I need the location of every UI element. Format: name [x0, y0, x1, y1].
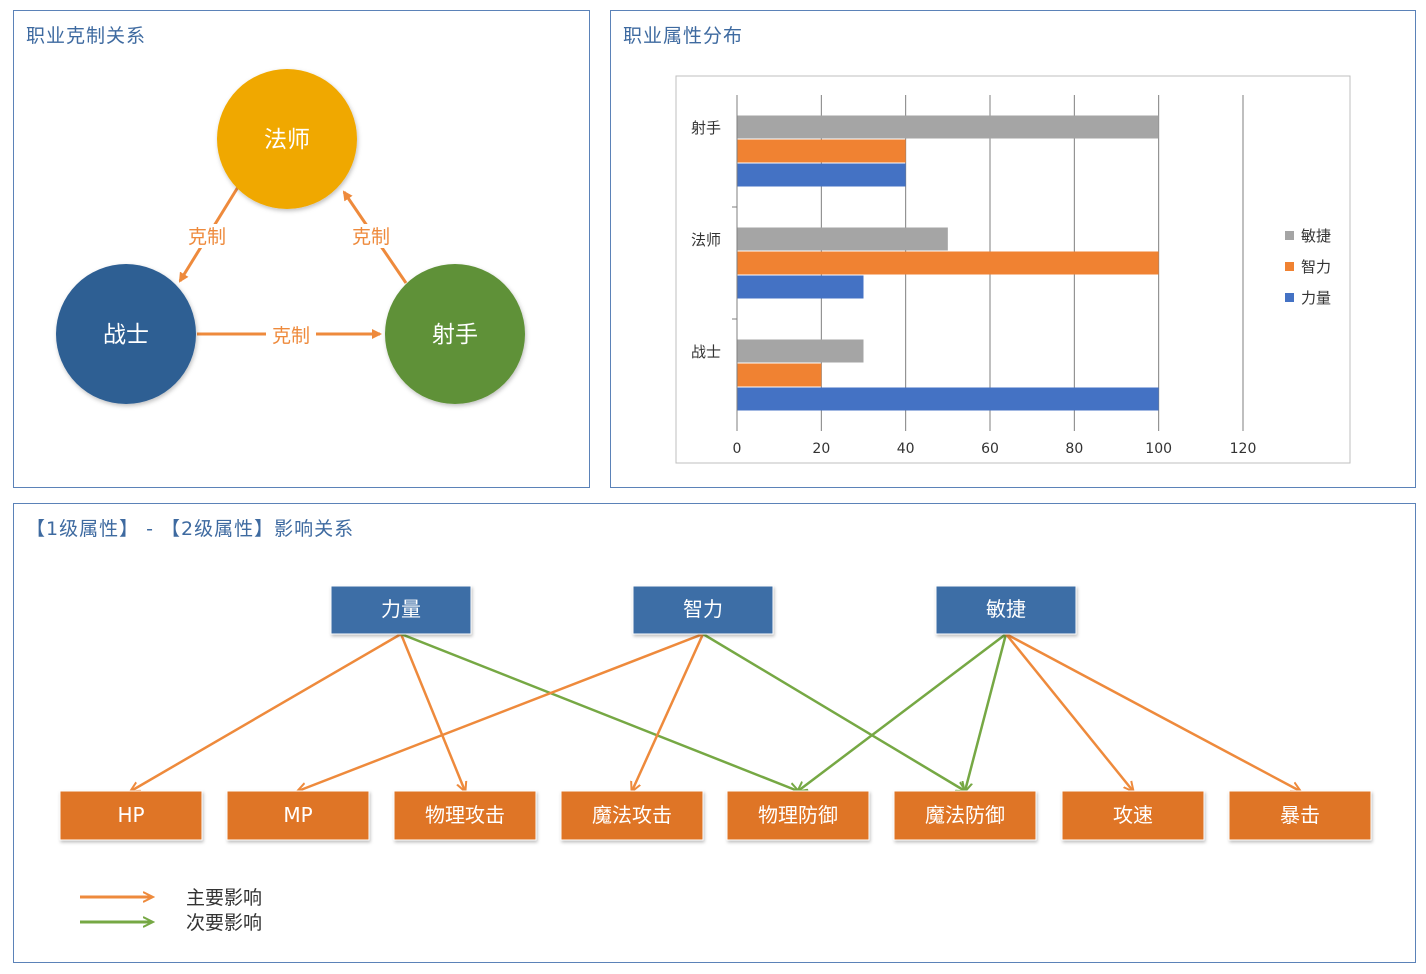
influence-diagram: 力量 智力 敏捷 HP MP 物理攻击 魔法攻击 物理防御 魔法防御 攻速 暴击 主要影响 次要影响: [59, 585, 1372, 934]
level1-box-力量: [330, 585, 472, 635]
chart-x-tick-label: 0: [733, 441, 742, 457]
level2-box-暴击: [1228, 790, 1372, 841]
influence-legend: 主要影响 次要影响: [80, 887, 262, 934]
level2-box-魔法防御: [893, 790, 1037, 841]
attr-panel-title: 职业属性分布: [623, 25, 744, 47]
chart-category-label: 战士: [691, 343, 721, 361]
influence-link-secondary: [798, 633, 1007, 791]
level2-label: 物理防御: [758, 803, 838, 827]
bar-敏捷-战士: [737, 339, 864, 363]
node-warrior-label: 战士: [103, 322, 149, 348]
bar-智力-法师: [737, 251, 1159, 275]
counter-panel: 职业克制关系 克制 克制 克制 法师 战士 射手: [13, 10, 590, 488]
influence-link-primary: [632, 633, 705, 791]
level2-label: 攻速: [1113, 803, 1153, 827]
level2-label: 暴击: [1280, 803, 1320, 827]
legend-label-力量: 力量: [1301, 289, 1331, 307]
influence-link-primary: [399, 633, 465, 791]
level1-box-智力: [632, 585, 774, 635]
node-warrior: [56, 264, 196, 404]
bar-敏捷-射手: [737, 115, 1159, 139]
level2-box-HP: [59, 790, 203, 841]
influence-link-secondary: [965, 633, 1008, 791]
level2-label: 魔法攻击: [592, 803, 672, 827]
influence-link-primary: [1005, 632, 1300, 791]
level2-label: 魔法防御: [925, 803, 1005, 827]
level2-box-物理攻击: [393, 790, 537, 841]
level2-box-攻速: [1061, 790, 1205, 841]
bar-智力-射手: [737, 139, 906, 163]
counter-label-left: 克制: [188, 226, 226, 248]
node-archer: [385, 264, 525, 404]
bar-敏捷-法师: [737, 227, 948, 251]
influence-link-secondary: [702, 632, 965, 791]
counter-diagram: 克制 克制 克制 法师 战士 射手: [56, 69, 525, 404]
influence-panel-title: 【1级属性】 - 【2级属性】影响关系: [26, 518, 355, 540]
influence-link-primary: [1005, 633, 1133, 791]
legend-primary-label: 主要影响: [186, 887, 262, 909]
chart-x-tick-label: 20: [812, 441, 830, 457]
bar-力量-法师: [737, 275, 864, 299]
level2-label: 物理攻击: [425, 803, 505, 827]
level2-box-MP: [226, 790, 370, 841]
node-mage-label: 法师: [264, 127, 310, 153]
chart-x-tick-label: 60: [981, 441, 999, 457]
influence-link-secondary: [400, 632, 798, 791]
level1-label: 敏捷: [986, 597, 1026, 621]
bar-智力-战士: [737, 363, 822, 387]
level2-label: MP: [283, 803, 312, 827]
chart-x-tick-label: 40: [897, 441, 915, 457]
influence-panel: 【1级属性】 - 【2级属性】影响关系 力量 智力 敏捷 HP MP 物理攻击 魔法攻击 物理…: [13, 503, 1416, 963]
chart-x-tick-label: 120: [1230, 441, 1257, 457]
legend-swatch-敏捷: [1285, 231, 1294, 240]
counter-label-right: 克制: [352, 226, 390, 248]
legend-label-敏捷: 敏捷: [1301, 227, 1331, 245]
legend-label-智力: 智力: [1301, 258, 1331, 276]
chart-category-label: 法师: [691, 231, 721, 249]
legend-swatch-力量: [1285, 293, 1294, 302]
counter-label-bottom: 克制: [272, 325, 310, 347]
bar-力量-战士: [737, 387, 1159, 411]
legend-swatch-智力: [1285, 262, 1294, 271]
level2-box-物理防御: [726, 790, 870, 841]
attr-panel: 职业属性分布 0 20 40 60 80 100 120 射手法师战士 敏捷智力力量: [610, 10, 1416, 488]
bar-力量-射手: [737, 163, 906, 187]
influence-link-primary: [298, 632, 704, 791]
influence-link-primary: [131, 632, 402, 791]
level1-label: 力量: [381, 597, 421, 621]
node-mage: [217, 69, 357, 209]
node-archer-label: 射手: [432, 322, 478, 348]
level2-label: HP: [117, 803, 144, 827]
chart-x-tick-label: 80: [1065, 441, 1083, 457]
chart-category-label: 射手: [691, 119, 721, 137]
chart-x-tick-label: 100: [1145, 441, 1172, 457]
legend-secondary-label: 次要影响: [186, 912, 262, 934]
level1-box-敏捷: [935, 585, 1077, 635]
level2-box-魔法攻击: [560, 790, 704, 841]
level1-label: 智力: [683, 597, 723, 621]
counter-panel-title: 职业克制关系: [26, 25, 147, 47]
